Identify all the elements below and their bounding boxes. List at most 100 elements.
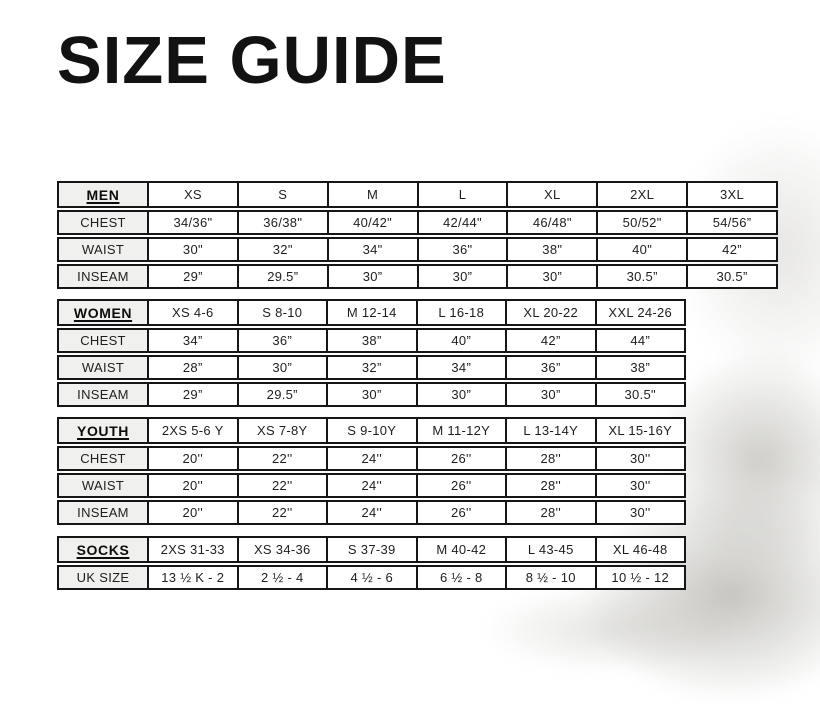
youth-row-label: CHEST xyxy=(57,446,149,471)
socks-size-column-header: L 43-45 xyxy=(507,536,597,563)
youth-value-cell: 28'' xyxy=(507,500,597,525)
women-value-cell: 34” xyxy=(149,328,239,353)
youth-value-cell: 20'' xyxy=(149,446,239,471)
women-value-cell: 34” xyxy=(417,355,507,380)
women-value-cell: 40” xyxy=(417,328,507,353)
socks-value-cell: 10 ½ - 12 xyxy=(596,565,686,590)
men-value-cell: 29” xyxy=(149,264,239,289)
men-size-column-header: L xyxy=(418,181,509,208)
men-row-label: INSEAM xyxy=(57,264,149,289)
men-header-row: MEN XS S M L XL 2XL 3XL xyxy=(57,181,778,208)
men-value-cell: 34/36" xyxy=(149,210,239,235)
men-value-cell: 42” xyxy=(688,237,778,262)
socks-row-label: UK SIZE xyxy=(57,565,149,590)
men-size-column-header: 2XL xyxy=(598,181,689,208)
men-size-column-header: S xyxy=(238,181,329,208)
youth-row-label: INSEAM xyxy=(57,500,149,525)
youth-value-cell: 22'' xyxy=(238,446,328,471)
youth-value-cell: 30'' xyxy=(596,473,686,498)
women-row-label: WAIST xyxy=(57,355,149,380)
youth-value-cell: 30'' xyxy=(596,446,686,471)
women-row-label: INSEAM xyxy=(57,382,149,407)
women-data-row: INSEAM 29” 29.5” 30” 30” 30” 30.5" xyxy=(57,382,686,407)
men-value-cell: 42/44" xyxy=(418,210,509,235)
women-header-row: WOMEN XS 4-6 S 8-10 M 12-14 L 16-18 XL 20-22 X… xyxy=(57,299,686,326)
men-size-column-header: XL xyxy=(508,181,599,208)
women-value-cell: 30” xyxy=(328,382,418,407)
youth-row-label: WAIST xyxy=(57,473,149,498)
men-value-cell: 29.5” xyxy=(238,264,329,289)
youth-data-row: CHEST 20'' 22'' 24'' 26'' 28'' 30'' xyxy=(57,446,686,471)
youth-value-cell: 24'' xyxy=(328,446,418,471)
socks-header-row: SOCKS 2XS 31-33 XS 34-36 S 37-39 M 40-42 L 43… xyxy=(57,536,686,563)
women-value-cell: 30” xyxy=(507,382,597,407)
youth-value-cell: 26'' xyxy=(417,473,507,498)
youth-size-column-header: M 11-12Y xyxy=(417,417,507,444)
men-value-cell: 32" xyxy=(238,237,329,262)
women-value-cell: 36” xyxy=(238,328,328,353)
youth-value-cell: 22'' xyxy=(238,473,328,498)
youth-value-cell: 20'' xyxy=(149,473,239,498)
women-value-cell: 36” xyxy=(507,355,597,380)
women-data-row: CHEST 34” 36” 38” 40” 42” 44” xyxy=(57,328,686,353)
youth-value-cell: 30'' xyxy=(596,500,686,525)
socks-value-cell: 6 ½ - 8 xyxy=(417,565,507,590)
men-value-cell: 34" xyxy=(328,237,419,262)
women-value-cell: 30” xyxy=(417,382,507,407)
men-row-label: CHEST xyxy=(57,210,149,235)
women-value-cell: 38” xyxy=(596,355,686,380)
youth-category-label: YOUTH xyxy=(57,417,149,444)
men-value-cell: 54/56” xyxy=(688,210,778,235)
youth-value-cell: 28'' xyxy=(507,473,597,498)
women-value-cell: 44” xyxy=(596,328,686,353)
men-value-cell: 30” xyxy=(328,264,419,289)
men-value-cell: 30" xyxy=(149,237,239,262)
socks-size-column-header: XS 34-36 xyxy=(238,536,328,563)
men-size-column-header: M xyxy=(328,181,419,208)
youth-value-cell: 26'' xyxy=(417,500,507,525)
men-value-cell: 30.5” xyxy=(598,264,689,289)
men-value-cell: 40" xyxy=(598,237,689,262)
women-value-cell: 38” xyxy=(328,328,418,353)
women-size-column-header: L 16-18 xyxy=(417,299,507,326)
youth-value-cell: 24'' xyxy=(328,500,418,525)
socks-size-column-header: M 40-42 xyxy=(417,536,507,563)
women-size-column-header: XS 4-6 xyxy=(149,299,239,326)
socks-size-column-header: XL 46-48 xyxy=(596,536,686,563)
socks-category-label: SOCKS xyxy=(57,536,149,563)
men-value-cell: 30.5” xyxy=(688,264,778,289)
men-value-cell: 50/52" xyxy=(598,210,689,235)
women-size-column-header: XL 20-22 xyxy=(507,299,597,326)
youth-value-cell: 20'' xyxy=(149,500,239,525)
youth-data-row: WAIST 20'' 22'' 24'' 26'' 28'' 30'' xyxy=(57,473,686,498)
men-data-row: CHEST 34/36" 36/38" 40/42" 42/44" 46/48" 50/52… xyxy=(57,210,778,235)
background-photo-blur xyxy=(480,584,740,674)
youth-size-column-header: XL 15-16Y xyxy=(596,417,686,444)
men-value-cell: 36/38" xyxy=(238,210,329,235)
men-value-cell: 40/42" xyxy=(328,210,419,235)
women-value-cell: 29.5” xyxy=(238,382,328,407)
socks-size-table: SOCKS 2XS 31-33 XS 34-36 S 37-39 M 40-42 L 43… xyxy=(57,534,686,592)
men-data-row: WAIST 30" 32" 34" 36" 38" 40" 42” xyxy=(57,237,778,262)
women-row-label: CHEST xyxy=(57,328,149,353)
youth-size-column-header: S 9-10Y xyxy=(328,417,418,444)
socks-value-cell: 8 ½ - 10 xyxy=(507,565,597,590)
socks-value-cell: 4 ½ - 6 xyxy=(328,565,418,590)
youth-size-table: YOUTH 2XS 5-6 Y XS 7-8Y S 9-10Y M 11-12Y L 13… xyxy=(57,415,686,527)
socks-size-column-header: 2XS 31-33 xyxy=(149,536,239,563)
women-value-cell: 30.5" xyxy=(596,382,686,407)
youth-value-cell: 26'' xyxy=(417,446,507,471)
youth-size-column-header: 2XS 5-6 Y xyxy=(149,417,239,444)
socks-value-cell: 2 ½ - 4 xyxy=(238,565,328,590)
men-category-label: MEN xyxy=(57,181,149,208)
women-size-column-header: S 8-10 xyxy=(238,299,328,326)
women-category-label: WOMEN xyxy=(57,299,149,326)
women-value-cell: 42” xyxy=(507,328,597,353)
men-size-column-header: XS xyxy=(149,181,239,208)
youth-value-cell: 22'' xyxy=(238,500,328,525)
women-size-column-header: XXL 24-26 xyxy=(596,299,686,326)
socks-value-cell: 13 ½ K - 2 xyxy=(149,565,239,590)
women-size-table: WOMEN XS 4-6 S 8-10 M 12-14 L 16-18 XL 20-22 X… xyxy=(57,297,686,409)
men-value-cell: 36" xyxy=(418,237,509,262)
